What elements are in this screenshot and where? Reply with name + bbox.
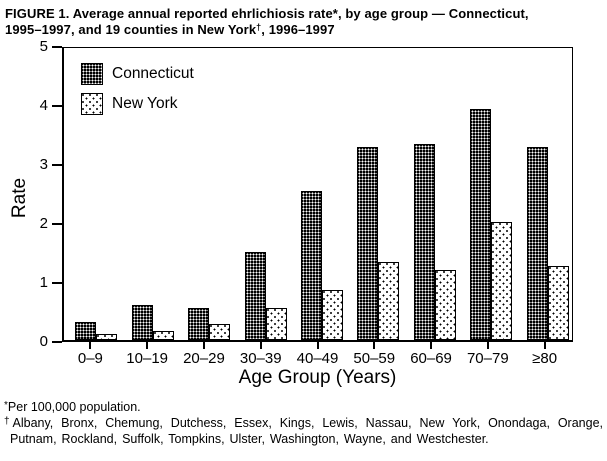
bar-connecticut-10-19: [131, 305, 153, 340]
bar-group-10-19: [124, 48, 180, 340]
y-tick-mark: [52, 164, 62, 166]
footnotes: *Per 100,000 population. †Albany, Bronx,…: [4, 400, 603, 447]
x-category-label: ≥80: [532, 350, 558, 367]
bars-container: [64, 48, 572, 340]
x-category-label: 0–9: [77, 350, 103, 367]
y-tick-label: 4: [39, 97, 48, 114]
bar-connecticut-20-29: [188, 308, 210, 340]
connecticut-swatch-icon: [81, 63, 103, 85]
bar-newyork-0-9: [96, 334, 118, 340]
bar-connecticut-0-9: [75, 322, 97, 340]
bar-group-60-69: [407, 48, 463, 340]
bar-newyork-10-19: [152, 331, 174, 340]
bar-newyork-20-29: [209, 324, 231, 340]
bar-newyork-60-69: [434, 270, 456, 340]
x-category-label: 30–39: [239, 350, 282, 367]
asterisk-symbol: *: [4, 400, 8, 411]
x-category-label: 60–69: [410, 350, 452, 367]
bar-connecticut-30-39: [244, 252, 266, 340]
bar-connecticut-70-79: [470, 109, 492, 340]
chart-legend: Connecticut New York: [81, 63, 194, 123]
x-tick-mark: [202, 342, 205, 349]
bar-newyork-70-79: [491, 222, 513, 340]
x-axis-title: Age Group (Years): [238, 367, 397, 388]
newyork-swatch-icon: [81, 93, 103, 115]
y-tick-label: 2: [39, 215, 48, 232]
x-tick-mark: [259, 342, 262, 349]
bar-group-50-59: [350, 48, 406, 340]
y-tick-mark: [52, 105, 62, 107]
dagger-symbol: †: [256, 22, 262, 32]
x-tick-mark: [486, 342, 489, 349]
figure-title-line2: 1995–1997, and 19 counties in New York†,…: [5, 22, 335, 37]
x-tick-mark: [543, 342, 546, 349]
bar-connecticut-40-49: [300, 191, 322, 340]
legend-label: Connecticut: [112, 65, 194, 82]
bar-connecticut-60-69: [413, 144, 435, 340]
x-category-label: 70–79: [466, 350, 509, 367]
x-category-label: 40–49: [296, 350, 339, 367]
y-tick-label: 0: [39, 333, 48, 350]
figure-title: FIGURE 1. Average annual reported ehrlic…: [5, 6, 605, 39]
y-tick-label: 3: [39, 156, 48, 173]
legend-item-newyork: New York: [81, 93, 194, 115]
x-category-label: 20–29: [183, 350, 225, 367]
x-tick-mark: [146, 342, 149, 349]
x-tick-mark: [316, 342, 319, 349]
x-tick-mark: [430, 342, 433, 349]
bar-newyork-30-39: [265, 308, 287, 340]
x-category-label: 10–19: [126, 350, 169, 367]
x-tick-mark: [373, 342, 376, 349]
y-tick-mark: [52, 223, 62, 225]
y-tick-label: 5: [39, 38, 48, 55]
footnote-counties: †Albany, Bronx, Chemung, Dutchess, Essex…: [4, 416, 604, 446]
y-tick-label: 1: [39, 274, 48, 291]
legend-item-connecticut: Connecticut: [81, 63, 194, 85]
y-tick-mark: [52, 46, 62, 48]
figure-title-line1: FIGURE 1. Average annual reported ehrlic…: [5, 6, 529, 21]
dagger-symbol: †: [4, 416, 13, 427]
bar-group-40-49: [294, 48, 350, 340]
bar-group-70-79: [463, 48, 519, 340]
bar-group-20-29: [181, 48, 237, 340]
bar-connecticut-50-59: [357, 147, 379, 340]
bar-newyork--80: [547, 266, 569, 340]
bar-group-0-9: [68, 48, 124, 340]
x-category-label: 50–59: [353, 350, 396, 367]
y-tick-mark: [52, 341, 62, 343]
y-tick-mark: [52, 282, 62, 284]
plot-area: Connecticut New York: [62, 47, 573, 342]
legend-label: New York: [112, 95, 178, 112]
bar-newyork-40-49: [321, 290, 343, 340]
x-tick-mark: [89, 342, 92, 349]
bar-connecticut--80: [526, 147, 548, 340]
footnote-population: *Per 100,000 population.: [4, 400, 141, 414]
bar-newyork-50-59: [378, 262, 400, 340]
bar-group--80: [520, 48, 576, 340]
bar-group-30-39: [237, 48, 293, 340]
